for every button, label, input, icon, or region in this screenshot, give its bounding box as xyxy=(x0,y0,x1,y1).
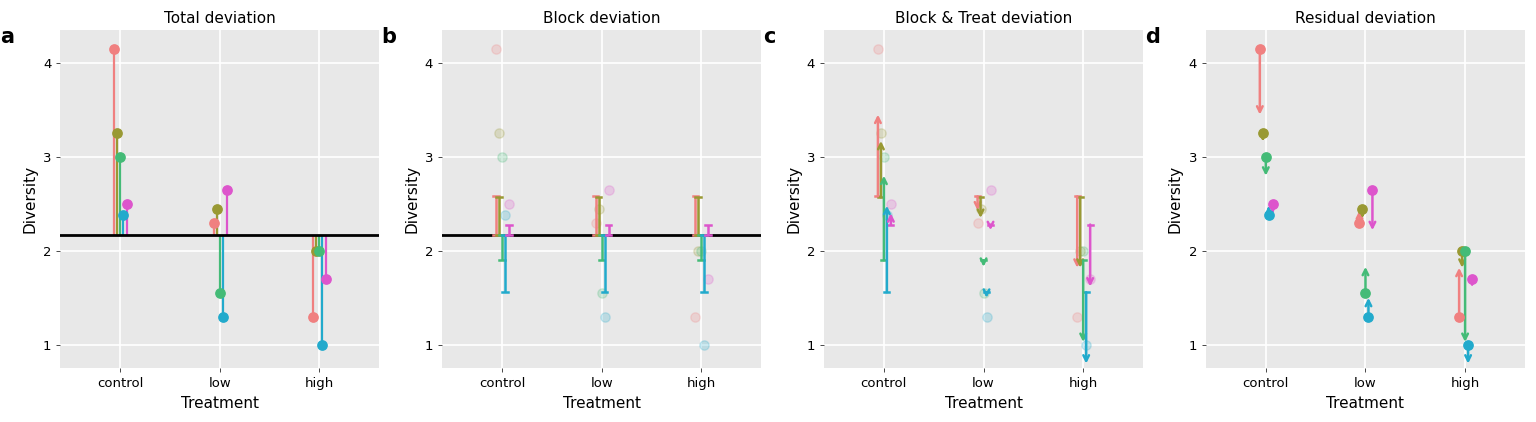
Title: Residual deviation: Residual deviation xyxy=(1295,11,1436,26)
Point xyxy=(1361,187,1385,193)
Text: a: a xyxy=(0,27,14,47)
Point xyxy=(684,313,708,320)
Point xyxy=(1078,276,1103,282)
Point xyxy=(1459,276,1484,282)
Title: Block deviation: Block deviation xyxy=(542,11,660,26)
Y-axis label: Diversity: Diversity xyxy=(786,165,802,233)
Point xyxy=(1450,247,1475,254)
Point xyxy=(484,46,508,52)
Point xyxy=(584,219,608,226)
Point xyxy=(210,313,235,320)
Point xyxy=(693,341,717,348)
Point xyxy=(1074,341,1098,348)
Point xyxy=(1247,46,1272,52)
Point xyxy=(696,276,720,282)
Point xyxy=(1261,200,1286,207)
X-axis label: Treatment: Treatment xyxy=(562,396,641,411)
Point xyxy=(1447,313,1471,320)
Point xyxy=(207,290,232,297)
Point xyxy=(307,247,332,254)
Point xyxy=(974,313,998,320)
X-axis label: Treatment: Treatment xyxy=(1327,396,1404,411)
Point xyxy=(971,290,995,297)
Text: c: c xyxy=(763,27,776,47)
Point xyxy=(490,154,515,160)
Point xyxy=(1253,154,1278,160)
Point xyxy=(310,341,335,348)
Point xyxy=(968,205,992,212)
Y-axis label: Diversity: Diversity xyxy=(1167,165,1183,233)
Point xyxy=(590,290,614,297)
Point xyxy=(1256,212,1281,219)
Point xyxy=(1068,247,1092,254)
Point xyxy=(1453,247,1478,254)
Point xyxy=(1353,290,1378,297)
Point xyxy=(1071,247,1095,254)
Point xyxy=(104,130,129,137)
Point xyxy=(593,313,617,320)
Point xyxy=(596,187,621,193)
Point xyxy=(115,200,140,207)
Point xyxy=(493,212,518,219)
Point xyxy=(869,130,894,137)
Point xyxy=(313,276,338,282)
Text: d: d xyxy=(1146,27,1160,47)
Point xyxy=(101,46,126,52)
Y-axis label: Diversity: Diversity xyxy=(22,165,37,233)
Point xyxy=(965,219,989,226)
Point xyxy=(301,313,326,320)
X-axis label: Treatment: Treatment xyxy=(945,396,1023,411)
Point xyxy=(874,212,899,219)
Point xyxy=(111,212,135,219)
Point xyxy=(487,130,511,137)
Y-axis label: Diversity: Diversity xyxy=(404,165,419,233)
Point xyxy=(871,154,895,160)
Point xyxy=(215,187,240,193)
Point xyxy=(1456,341,1481,348)
Title: Block & Treat deviation: Block & Treat deviation xyxy=(895,11,1072,26)
Point xyxy=(687,247,711,254)
X-axis label: Treatment: Treatment xyxy=(181,396,258,411)
Text: b: b xyxy=(381,27,396,47)
Point xyxy=(1064,313,1089,320)
Point xyxy=(1250,130,1275,137)
Point xyxy=(587,205,611,212)
Point xyxy=(496,200,521,207)
Point xyxy=(879,200,903,207)
Point xyxy=(304,247,329,254)
Title: Total deviation: Total deviation xyxy=(164,11,275,26)
Point xyxy=(690,247,714,254)
Point xyxy=(1347,219,1372,226)
Point xyxy=(978,187,1003,193)
Point xyxy=(1356,313,1381,320)
Point xyxy=(1350,205,1375,212)
Point xyxy=(201,219,226,226)
Point xyxy=(866,46,891,52)
Point xyxy=(108,154,132,160)
Point xyxy=(204,205,229,212)
